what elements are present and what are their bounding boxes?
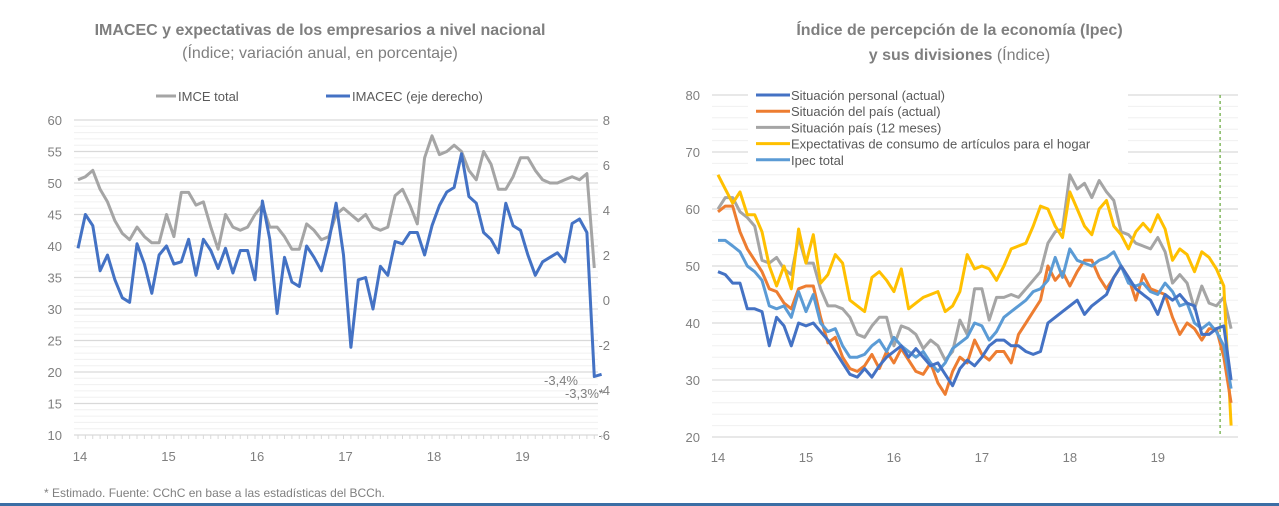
y-tick-label-left: 35 xyxy=(48,271,62,286)
y-tick-label-right: 2 xyxy=(603,248,610,263)
y-tick-label-left: 50 xyxy=(48,176,62,191)
series-line-pais xyxy=(717,204,1233,404)
legend-label-personal: Situación personal (actual) xyxy=(791,88,945,103)
x-tick-label: 17 xyxy=(338,449,352,464)
x-tick-label: 19 xyxy=(515,449,529,464)
footnote: * Estimado. Fuente: CChC en base a las e… xyxy=(44,486,385,500)
y-tick-label-left: 40 xyxy=(48,239,62,254)
y-tick-label: 20 xyxy=(686,430,700,445)
ipec-chart-panel: Índice de percepción de la economía (Ipe… xyxy=(640,0,1279,480)
y-tick-label: 40 xyxy=(686,316,700,331)
x-tick-label: 14 xyxy=(711,450,725,465)
x-tick-label: 15 xyxy=(799,450,813,465)
series-line-consumo xyxy=(716,174,1233,426)
y-tick-label: 50 xyxy=(686,259,700,274)
right-chart-title: Índice de percepción de la economía (Ipe… xyxy=(640,20,1279,42)
y-tick-label-right: 6 xyxy=(603,158,610,173)
series-line-ipec xyxy=(718,238,1233,389)
y-tick-label-left: 55 xyxy=(48,145,62,160)
right-chart-subtitle: y sus divisiones (Índice) xyxy=(640,45,1279,67)
x-tick-label: 14 xyxy=(73,449,87,464)
right-chart-plot: 20 30 40 50 60 70 80 14 15 16 17 18 19 Situación pers… xyxy=(686,86,1238,465)
y-tick-label-right: -4 xyxy=(598,383,610,398)
data-label-imacec-1: -3,4% xyxy=(544,373,578,388)
left-chart-plot: 10 15 20 25 30 35 40 45 50 55 60 -6 -4 -2 0 2 4 6 8 14 15 16 1… xyxy=(48,89,610,464)
legend-label-consumo: Expectativas de consumo de artículos par… xyxy=(791,137,1091,152)
y-tick-label-left: 30 xyxy=(48,302,62,317)
right-chart-title-text: Índice de percepción de la economía (Ipe… xyxy=(796,22,1123,39)
x-tick-label: 17 xyxy=(975,450,989,465)
series-line-imce-total xyxy=(77,134,596,269)
legend-label-pais: Situación del país (actual) xyxy=(791,104,941,119)
y-tick-label-right: 8 xyxy=(603,113,610,128)
y-tick-label-left: 20 xyxy=(48,365,62,380)
data-label-imacec-2: -3,3%* xyxy=(565,386,604,401)
y-tick-label-right: 0 xyxy=(603,293,610,308)
legend-box xyxy=(748,86,1128,168)
y-tick-label: 30 xyxy=(686,373,700,388)
legend-label-ipec: Ipec total xyxy=(791,153,844,168)
y-tick-label: 60 xyxy=(686,202,700,217)
x-tick-label: 16 xyxy=(250,449,264,464)
y-tick-label-left: 45 xyxy=(48,208,62,223)
left-chart-subtitle: (Índice; variación anual, en porcentaje) xyxy=(182,45,458,62)
x-tick-label: 19 xyxy=(1151,450,1165,465)
y-tick-label: 80 xyxy=(686,88,700,103)
series-line-imacec xyxy=(76,152,603,378)
imacec-chart-panel: IMACEC y expectativas de los empresarios… xyxy=(0,0,640,480)
x-tick-label: 15 xyxy=(161,449,175,464)
legend-label-imacec: IMACEC (eje derecho) xyxy=(352,89,483,104)
right-chart-subtitle-bold: y sus divisiones xyxy=(868,47,993,64)
y-tick-label-left: 25 xyxy=(48,334,62,349)
legend-label-pais12: Situación país (12 meses) xyxy=(791,120,941,135)
y-tick-label-right: -6 xyxy=(598,428,610,443)
y-tick-label-left: 10 xyxy=(48,428,62,443)
bottom-divider xyxy=(0,503,1279,506)
legend-label-imce: IMCE total xyxy=(178,89,239,104)
right-chart-subtitle-normal: (Índice) xyxy=(996,47,1051,64)
x-tick-label: 16 xyxy=(887,450,901,465)
series-line-personal xyxy=(717,264,1233,388)
y-tick-label-right: 4 xyxy=(603,203,610,218)
y-tick-label-right: -2 xyxy=(598,338,610,353)
left-chart-title: IMACEC y expectativas de los empresarios… xyxy=(0,20,640,42)
y-tick-label: 70 xyxy=(686,145,700,160)
left-chart-title-text: IMACEC y expectativas de los empresarios… xyxy=(94,22,546,39)
y-tick-label-left: 60 xyxy=(48,113,62,128)
x-tick-label: 18 xyxy=(1063,450,1077,465)
y-tick-label-left: 15 xyxy=(48,397,62,412)
x-tick-label: 18 xyxy=(427,449,441,464)
